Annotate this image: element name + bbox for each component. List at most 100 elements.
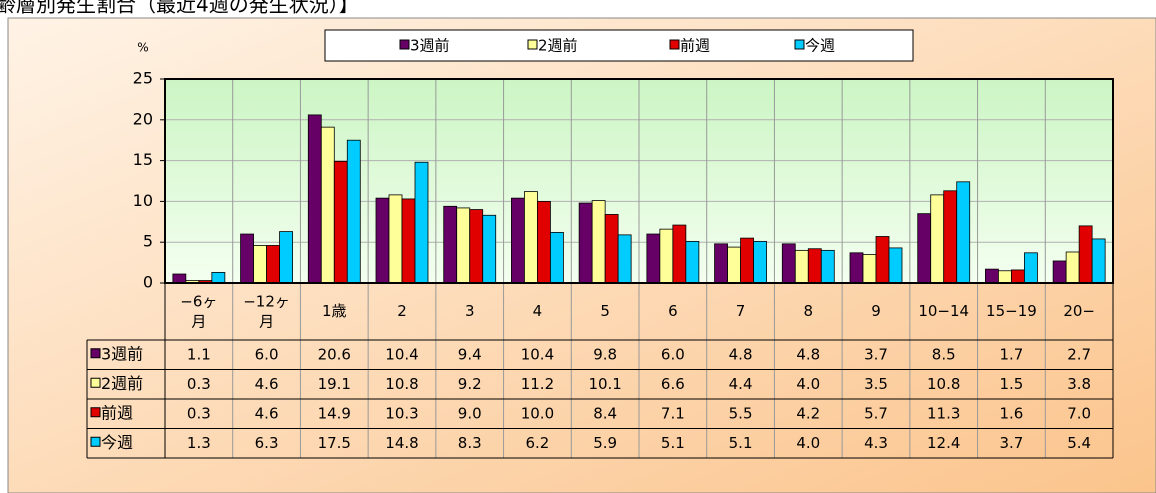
table-value: 4.6 (255, 404, 279, 422)
legend-label: 前週 (680, 37, 710, 55)
legend-label: 今週 (805, 37, 835, 55)
bar (794, 249, 809, 284)
bar (862, 254, 877, 284)
bar (1091, 238, 1106, 284)
y-tick-label: 5 (143, 232, 153, 251)
table-value: 9.0 (458, 404, 482, 422)
table-value: 1.3 (187, 434, 211, 452)
legend-swatch (794, 39, 805, 50)
table-value: 3.5 (864, 375, 888, 393)
table-value: 20.6 (318, 345, 351, 363)
table-value: 3.7 (864, 345, 888, 363)
bar (469, 209, 484, 284)
table-value: 3.7 (999, 434, 1023, 452)
table-value: 0.3 (187, 375, 211, 393)
x-tick-label: 8 (804, 302, 814, 320)
table-value: 0.3 (187, 404, 211, 422)
legend-swatch (90, 407, 101, 418)
bar (253, 245, 267, 284)
x-tick-label: 5 (600, 302, 610, 320)
table-value: 6.3 (255, 434, 279, 452)
table-value: 4.0 (796, 375, 820, 393)
table-value: 8.5 (932, 345, 956, 363)
table-value: 5.1 (661, 434, 685, 452)
y-axis-label: % (137, 41, 148, 55)
y-tick-label: 15 (133, 150, 153, 169)
table-value: 10.0 (521, 404, 554, 422)
bar (875, 236, 890, 284)
table-value: 2.7 (1067, 345, 1091, 363)
x-tick-label: −12ヶ月 (243, 292, 290, 330)
table-value: 10.4 (521, 345, 554, 363)
row-header: 3週前 (101, 344, 143, 363)
table-value: 9.4 (458, 345, 482, 363)
table-value: 19.1 (318, 375, 351, 393)
table-value: 17.5 (318, 434, 351, 452)
x-tick-label: 7 (736, 302, 746, 320)
bar (930, 194, 945, 284)
bar (820, 249, 835, 284)
bar (943, 190, 958, 284)
table-value: 1.7 (999, 345, 1023, 363)
table-value: 4.0 (796, 434, 820, 452)
table-value: 6.6 (661, 375, 685, 393)
table-value: 5.7 (864, 404, 888, 422)
bar (375, 197, 390, 284)
table-value: 11.2 (521, 375, 554, 393)
bar (917, 213, 932, 284)
bar (320, 126, 335, 284)
table-value: 5.1 (729, 434, 753, 452)
bar (578, 202, 593, 284)
table-value: 4.2 (796, 404, 820, 422)
table-value: 11.3 (927, 404, 960, 422)
bar (740, 237, 754, 284)
bar (985, 268, 999, 284)
bar (456, 207, 471, 284)
table-value: 5.4 (1067, 434, 1091, 452)
table-value: 6.2 (525, 434, 549, 452)
bar (266, 245, 280, 284)
table-value: 10.8 (927, 375, 960, 393)
chart-title: 齢層別発生割合（最近4週の発生状況）】 (0, 0, 359, 17)
plot-border (164, 78, 1114, 284)
bar (388, 194, 403, 284)
bar (1011, 269, 1025, 284)
bar (511, 197, 525, 284)
x-tick-label: 10−14 (918, 302, 969, 320)
table-value: 14.8 (385, 434, 418, 452)
table-value: 4.4 (729, 375, 753, 393)
x-tick-label: 6 (668, 302, 678, 320)
bar (781, 243, 796, 284)
table-value: 4.6 (255, 375, 279, 393)
bar (659, 228, 674, 284)
bar (307, 114, 322, 284)
table-value: 6.0 (661, 345, 685, 363)
bar (240, 233, 254, 284)
legend-swatch (527, 39, 538, 50)
bar (211, 271, 226, 284)
bar (1024, 252, 1038, 284)
x-tick-label: 1歳 (322, 302, 347, 320)
table-value: 9.2 (458, 375, 482, 393)
bar (1065, 251, 1080, 284)
table-value: 7.0 (1067, 404, 1091, 422)
table-value: 1.6 (999, 404, 1023, 422)
legend-swatch (669, 39, 680, 50)
x-tick-label: 3 (465, 302, 475, 320)
table-value: 4.3 (864, 434, 888, 452)
legend (324, 29, 914, 62)
legend-swatch (90, 436, 101, 447)
table-value: 14.9 (318, 404, 351, 422)
bar (401, 198, 416, 284)
table-value: 7.1 (661, 404, 685, 422)
table-value: 9.8 (593, 345, 617, 363)
x-tick-label: 4 (533, 302, 543, 320)
bar (807, 248, 822, 284)
x-tick-label: 20− (1063, 302, 1095, 320)
bar (1078, 225, 1093, 284)
bar (524, 191, 538, 284)
bar (279, 231, 293, 284)
bar (414, 161, 429, 284)
table-value: 5.5 (729, 404, 753, 422)
